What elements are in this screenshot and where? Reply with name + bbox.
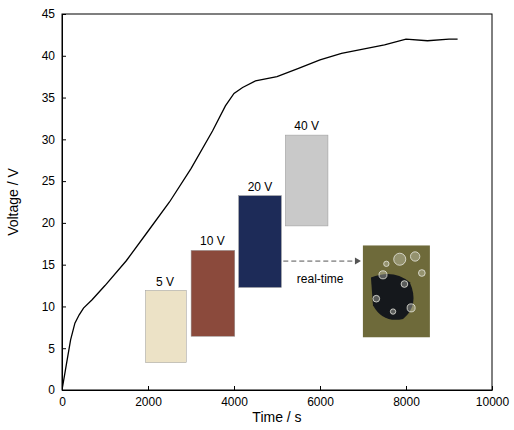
tick-label: 25 [42, 174, 56, 188]
photo-bubble [379, 271, 387, 279]
tick: 10000 [476, 386, 510, 409]
tick: 5 [48, 342, 66, 356]
photo-bubble [384, 261, 389, 266]
annotation: 10 V [200, 234, 225, 248]
photo-background [363, 245, 430, 337]
tick-label: 5 [48, 342, 55, 356]
axis-line [62, 15, 63, 391]
annotation: real-time [297, 272, 344, 286]
tick-label: 10000 [476, 395, 510, 409]
y-axis-title: Voltage / V [5, 167, 21, 235]
tick-label: 4000 [221, 395, 248, 409]
axis-line [63, 390, 493, 391]
tick-label: 15 [42, 258, 56, 272]
tick-label: 35 [42, 91, 56, 105]
tick-mark [320, 386, 321, 390]
sample-swatch [285, 135, 328, 226]
plot-area [62, 39, 458, 390]
photo-dark-region [371, 274, 414, 320]
tick: 15 [42, 258, 66, 272]
tick-label: 40 [42, 49, 56, 63]
tick: 8000 [393, 386, 420, 409]
annotations: 5 V 10 V 20 V 40 V real-time [145, 119, 429, 362]
tick-mark [62, 306, 66, 307]
tick: 40 [42, 49, 66, 63]
photo-bubble [373, 295, 380, 302]
plot-frame [62, 14, 492, 390]
sample-swatch [145, 290, 186, 362]
photo-bubble [390, 309, 395, 314]
arrow-head [355, 258, 361, 265]
tick: 2000 [135, 386, 162, 409]
annotation: 5 V [156, 275, 174, 289]
y-axis: 0 5 10 15 20 25 30 35 40 45 [42, 7, 66, 397]
tick: 45 [42, 7, 66, 21]
tick-label: 6000 [307, 395, 334, 409]
tick-label: 8000 [393, 395, 420, 409]
photo [363, 245, 430, 337]
tick: 20 [42, 216, 66, 230]
tick-mark [62, 139, 66, 140]
photo-bubble [401, 281, 408, 288]
tick-mark [148, 386, 149, 390]
tick-label: 20 [42, 216, 56, 230]
x-axis-title: Time / s [252, 409, 301, 425]
tick: 10 [42, 300, 66, 314]
tick-mark [62, 98, 66, 99]
tick: 30 [42, 133, 66, 147]
tick-label: 45 [42, 7, 56, 21]
tick-label: 0 [59, 395, 66, 409]
tick-mark [62, 56, 66, 57]
tick-mark [406, 386, 407, 390]
tick-mark [234, 386, 235, 390]
tick: 35 [42, 91, 66, 105]
tick-mark [492, 386, 493, 390]
tick-label: 30 [42, 133, 56, 147]
tick: 25 [42, 174, 66, 188]
photo-bubble [394, 253, 406, 265]
photo-bubble [418, 270, 425, 277]
tick-mark [62, 390, 66, 391]
tick-label: 0 [48, 383, 55, 397]
tick-mark [62, 14, 66, 15]
x-axis: 0 2000 4000 6000 8000 10000 [59, 386, 509, 409]
tick: 4000 [221, 386, 248, 409]
tick-label: 10 [42, 300, 56, 314]
sample-swatch [191, 250, 235, 336]
chart: 0 2000 4000 6000 8000 10000 0 5 10 15 20 25 30 35 40 45… [0, 0, 514, 430]
annotation: 40 V [294, 119, 319, 133]
sample-swatch [239, 196, 282, 288]
tick: 6000 [307, 386, 334, 409]
photo-bubble [407, 304, 415, 312]
photo-bubble [410, 252, 419, 261]
tick-label: 2000 [135, 395, 162, 409]
annotation: 20 V [248, 180, 273, 194]
tick-mark [62, 265, 66, 266]
tick-mark [62, 223, 66, 224]
tick-mark [62, 181, 66, 182]
tick-mark [62, 348, 66, 349]
voltage-line [62, 39, 458, 390]
arrow-line [283, 261, 357, 262]
